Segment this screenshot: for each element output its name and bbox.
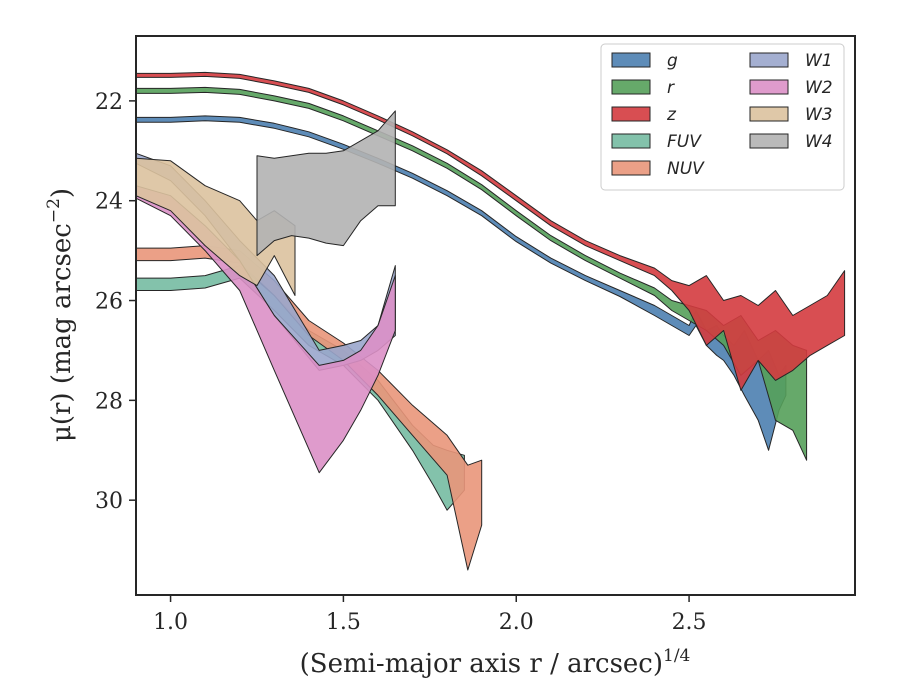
x-axis-title-superscript: 1/4 (663, 646, 690, 666)
series-layer (136, 71, 846, 571)
legend-swatch-w4 (749, 133, 789, 149)
x-axis: 1.0 1.5 2.0 2.5 (153, 595, 707, 635)
legend: grz FUV NUV W1 W2 W3 W4 (600, 43, 845, 191)
legend-swatch-w3 (749, 106, 789, 122)
y-tick-label: 24 (95, 190, 123, 215)
legend-swatch-w2 (749, 79, 789, 95)
legend-swatch-r (611, 79, 651, 95)
legend-swatch-w1 (749, 52, 789, 68)
y-axis-title: μ(r) (mag arcsec−2) (44, 188, 77, 442)
series-band-z (136, 71, 846, 391)
legend-swatch-g (611, 52, 651, 68)
y-axis-title-tail: ) (47, 188, 77, 198)
y-tick-label: 26 (95, 290, 123, 315)
legend-swatch-fuv (611, 133, 651, 149)
x-axis-title: (Semi-major axis r / arcsec)1/4 (300, 646, 691, 679)
legend-label-fuv: FUV (667, 132, 702, 152)
x-tick-label: 2.0 (499, 610, 534, 635)
x-axis-title-text: (Semi-major axis r / arcsec) (300, 649, 663, 679)
legend-label-nuv: NUV (667, 159, 705, 179)
legend-label-g: g (667, 51, 678, 71)
legend-label-w2: W2 (805, 78, 833, 98)
y-axis-title-superscript: −2 (44, 198, 64, 223)
legend-label-w1: W1 (805, 51, 833, 71)
legend-label-z: z (666, 105, 677, 125)
y-axis: 22 24 26 28 30 (95, 90, 136, 514)
x-tick-label: 1.0 (153, 610, 188, 635)
y-tick-label: 30 (95, 489, 123, 514)
legend-label-w4: W4 (805, 132, 833, 152)
x-tick-label: 1.5 (326, 610, 361, 635)
y-axis-title-text: μ(r) (mag arcsec (47, 223, 77, 442)
y-tick-label: 22 (95, 90, 123, 115)
legend-label-r: r (667, 78, 675, 98)
y-tick-label: 28 (95, 389, 123, 414)
plot-frame (135, 35, 856, 596)
series-band-w4 (256, 110, 396, 257)
series-band-w3 (136, 157, 296, 296)
legend-swatch-nuv (611, 160, 651, 176)
legend-swatch-z (611, 106, 651, 122)
legend-label-w3: W3 (805, 105, 833, 125)
x-tick-label: 2.5 (672, 610, 707, 635)
